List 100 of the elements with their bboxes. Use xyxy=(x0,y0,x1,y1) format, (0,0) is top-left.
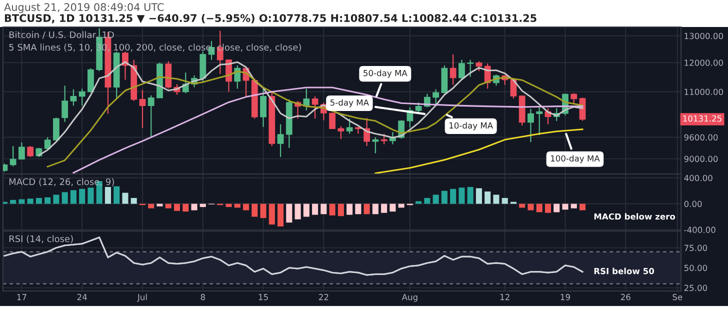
bar xyxy=(544,204,552,213)
bar xyxy=(329,204,336,216)
x-tick-label: Jul xyxy=(137,294,147,302)
chart-title: RSI (14, close) xyxy=(9,235,73,244)
bar xyxy=(554,204,560,212)
bar xyxy=(493,194,500,204)
bar xyxy=(570,204,577,208)
bar xyxy=(364,204,370,214)
annotation: RSI below 50 xyxy=(594,268,654,274)
bar xyxy=(536,204,542,212)
candlestick xyxy=(53,117,60,141)
bar xyxy=(79,188,86,204)
annotation: 10-day MA xyxy=(450,122,494,130)
x-tick-label: Se xyxy=(672,294,682,300)
bar xyxy=(528,204,534,210)
candlestick xyxy=(329,112,336,130)
bar xyxy=(303,204,310,217)
bar xyxy=(484,191,491,204)
annotation: 50-day MA xyxy=(364,70,408,78)
y-tick-label: -400.00 xyxy=(684,226,716,233)
candlestick xyxy=(70,88,77,106)
y-tick-label: 9600.00 xyxy=(684,134,718,141)
bar xyxy=(174,204,180,211)
bar xyxy=(148,204,154,208)
bar xyxy=(44,197,51,204)
x-tick-label: 12 xyxy=(500,294,510,300)
bar xyxy=(450,188,456,204)
bar xyxy=(286,204,292,223)
y-tick-label: 11000.00 xyxy=(684,88,723,96)
bar xyxy=(355,204,362,214)
candlestick xyxy=(536,106,543,136)
bar xyxy=(579,204,586,210)
candlestick xyxy=(88,68,94,93)
bar xyxy=(372,204,378,214)
bar xyxy=(562,204,568,210)
candlestick xyxy=(165,60,172,90)
bar xyxy=(165,204,172,208)
y-tick-label: 0.00 xyxy=(684,200,702,208)
bar xyxy=(338,204,344,216)
chart-subtitle: BTCUSD, 1D 10131.25 ▼ −640.97 (−5.95%) O:10778.75 H:10807.54 L:10082.44 C:10131.25 xyxy=(4,14,536,24)
candlestick xyxy=(415,102,422,113)
bar xyxy=(502,198,508,204)
candlestick xyxy=(380,133,388,145)
y-tick-label: 9000.00 xyxy=(684,156,718,162)
bar xyxy=(70,190,76,204)
bar xyxy=(294,204,301,220)
bar xyxy=(226,204,232,208)
x-tick-label: Aug xyxy=(402,294,418,302)
y-tick-label: 50.00 xyxy=(684,264,708,272)
candlestick xyxy=(277,124,284,158)
candlestick xyxy=(346,118,353,134)
bar xyxy=(260,204,266,218)
bar xyxy=(104,186,111,204)
chart-title: MACD (12, 26, close, 9) xyxy=(9,178,114,186)
bar xyxy=(10,200,16,204)
x-tick-label: 26 xyxy=(620,294,630,300)
y-tick-label: 75.00 xyxy=(684,244,708,252)
bar xyxy=(156,204,163,206)
bar xyxy=(122,192,128,204)
candlestick xyxy=(312,96,318,120)
bar xyxy=(320,204,327,214)
bar xyxy=(27,198,34,204)
line-series xyxy=(72,86,584,174)
bar xyxy=(390,204,396,212)
y-tick-label: 13000.00 xyxy=(684,32,723,40)
annotation: MACD below zero xyxy=(594,213,676,220)
bar xyxy=(416,201,422,204)
annotation: 5-day MA xyxy=(330,99,369,108)
candlestick xyxy=(260,88,266,128)
y-tick-label: 12000.00 xyxy=(684,60,723,66)
bar xyxy=(88,188,94,204)
bar xyxy=(476,188,482,204)
bar xyxy=(191,204,198,210)
y-tick-label: 400.00 xyxy=(684,174,712,182)
x-tick-label: 19 xyxy=(560,294,570,300)
candlestick xyxy=(148,94,154,138)
candlestick xyxy=(10,145,16,167)
y-tick-label: 25.00 xyxy=(684,284,708,292)
bar xyxy=(242,204,250,210)
candlestick xyxy=(139,89,146,129)
bar xyxy=(268,204,275,225)
x-tick-label: 22 xyxy=(318,294,328,300)
bar xyxy=(252,204,258,217)
candlestick xyxy=(476,60,482,72)
bar xyxy=(200,204,206,208)
candlestick xyxy=(450,54,456,86)
candlestick xyxy=(18,142,25,160)
candlestick xyxy=(62,85,68,122)
x-tick-label: 17 xyxy=(17,294,26,300)
candlestick xyxy=(78,88,86,106)
bar xyxy=(346,204,353,215)
bar xyxy=(36,198,42,204)
bar xyxy=(381,204,388,213)
candlestick xyxy=(570,92,578,105)
bar xyxy=(53,194,60,204)
candlestick xyxy=(27,145,34,158)
bar xyxy=(432,194,439,204)
candlestick xyxy=(458,59,465,80)
bar xyxy=(114,186,120,204)
candlestick xyxy=(528,108,534,143)
